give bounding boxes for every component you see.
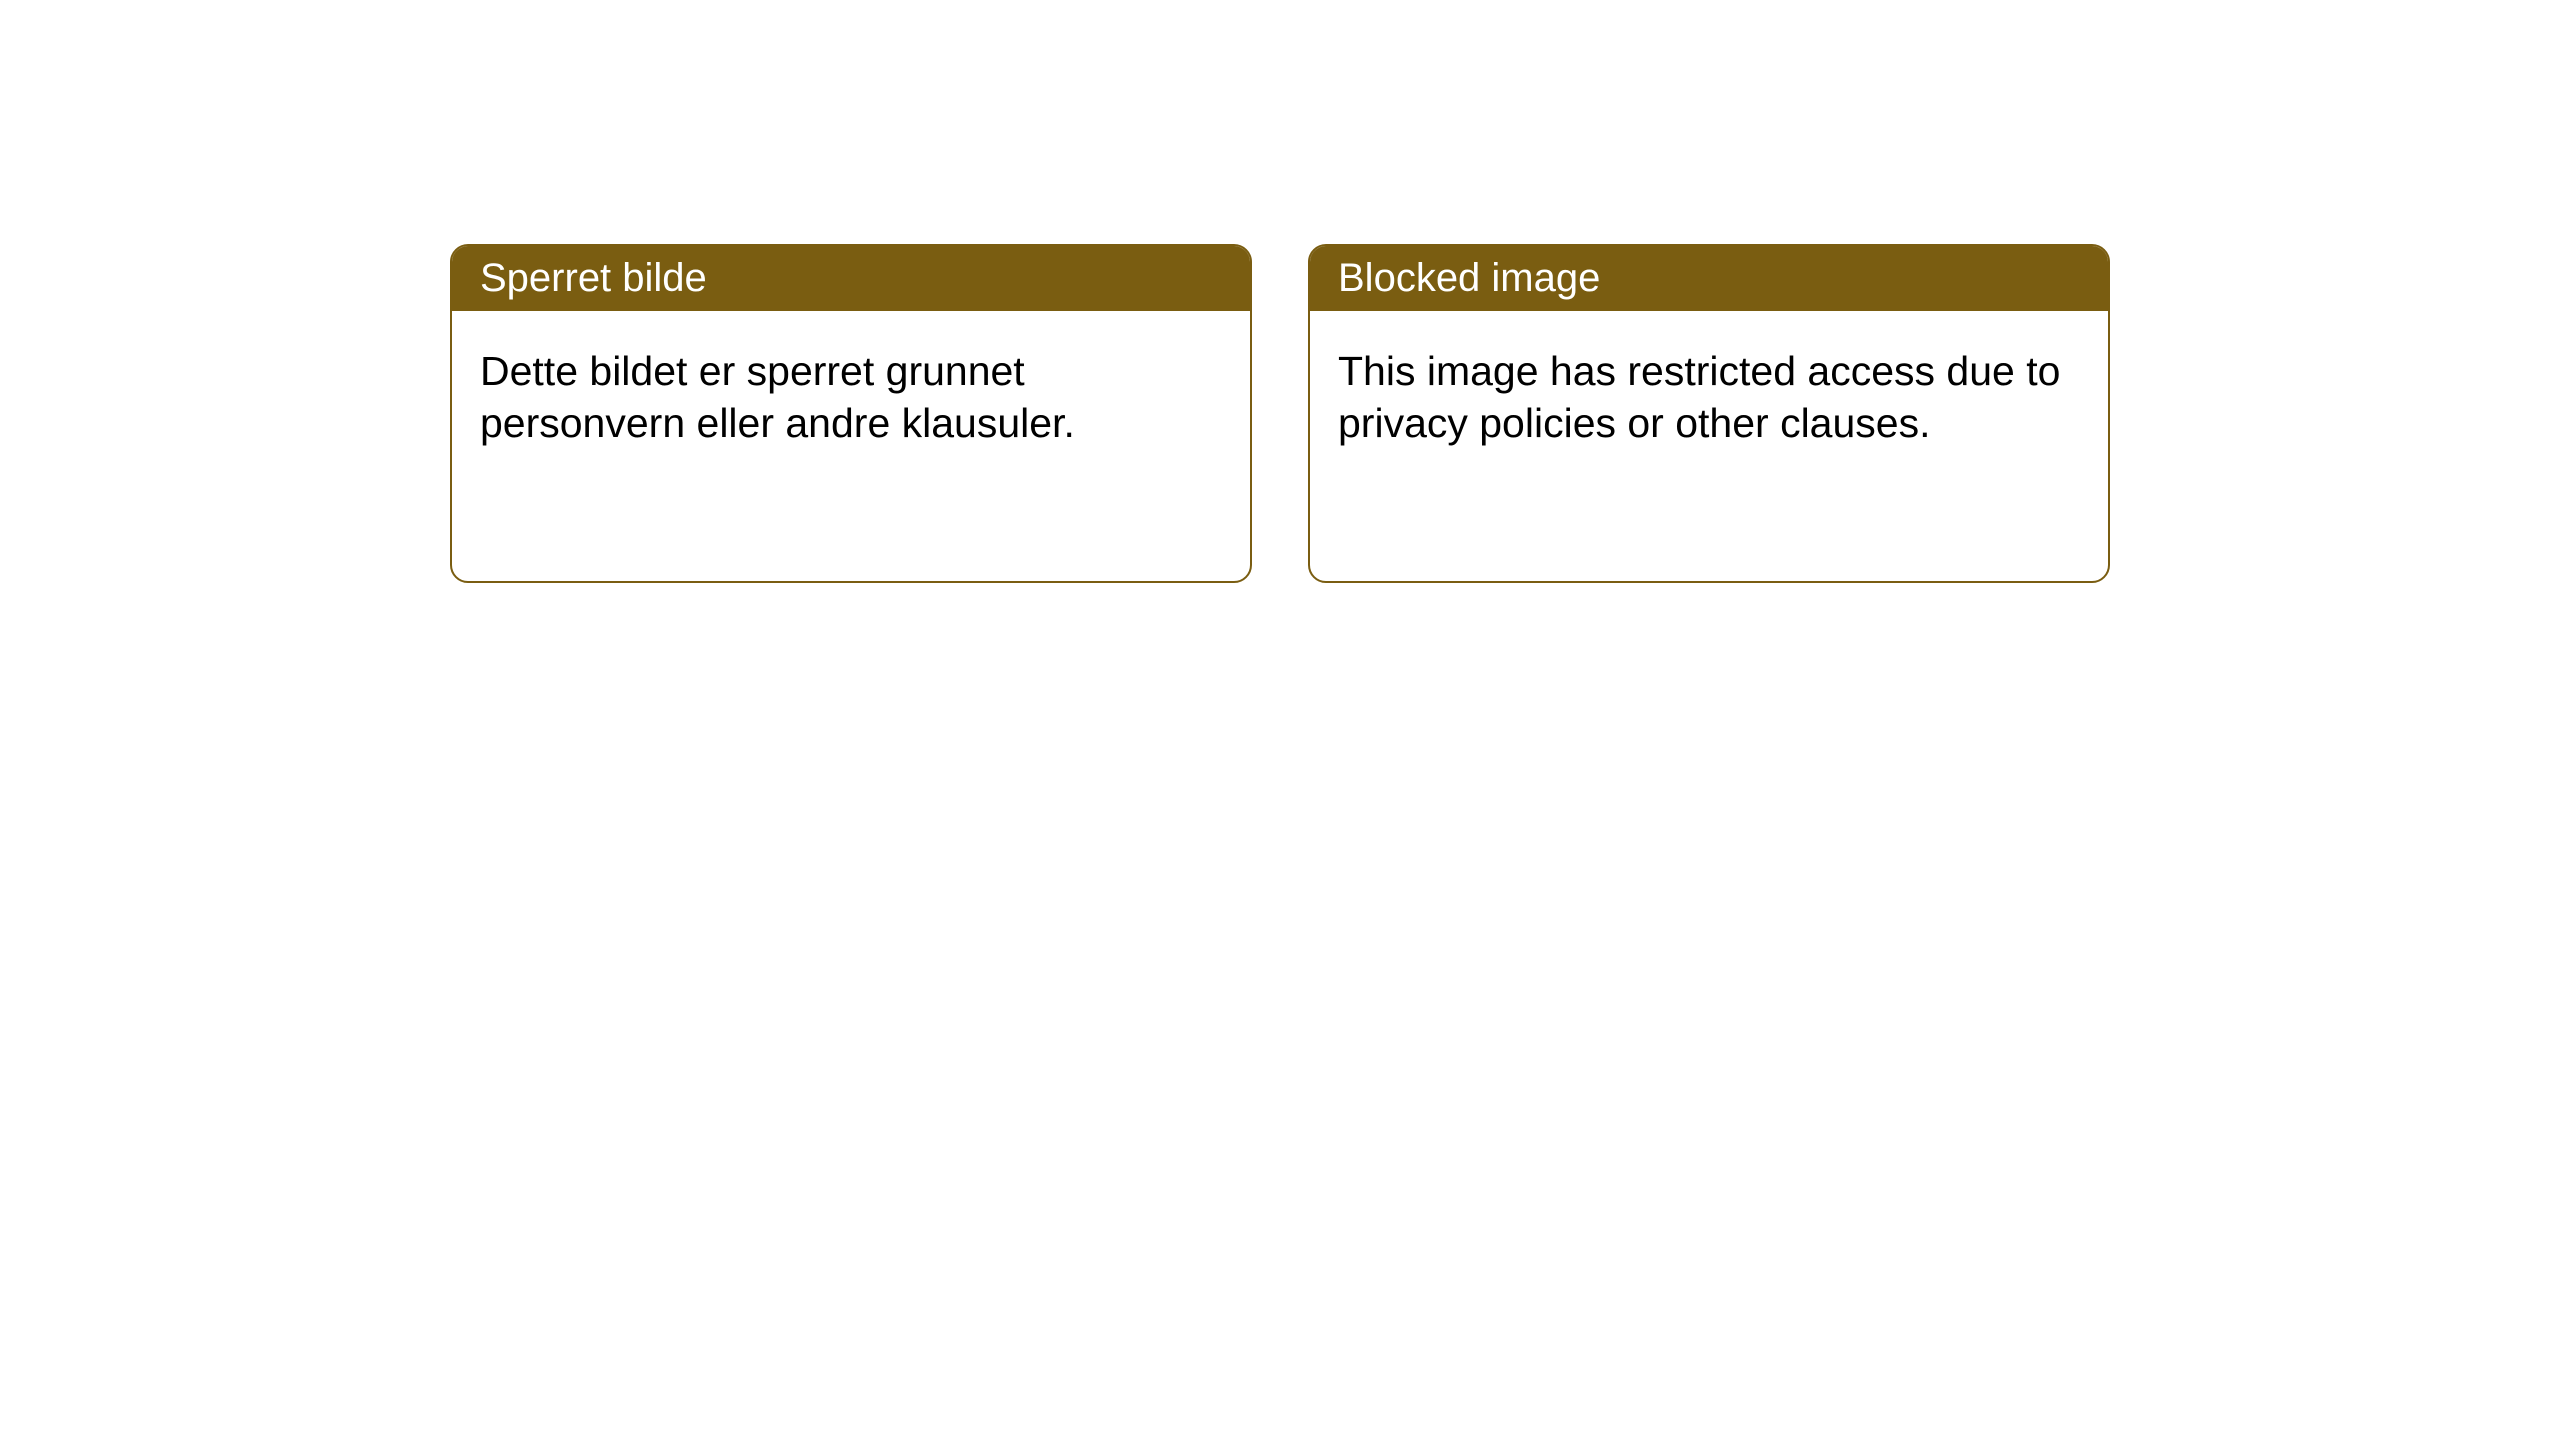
notice-cards-container: Sperret bilde Dette bildet er sperret gr…: [0, 0, 2560, 827]
card-title: Sperret bilde: [480, 256, 707, 300]
card-body: Dette bildet er sperret grunnet personve…: [452, 311, 1250, 581]
card-body: This image has restricted access due to …: [1310, 311, 2108, 581]
card-header: Blocked image: [1310, 246, 2108, 311]
notice-card-norwegian: Sperret bilde Dette bildet er sperret gr…: [450, 244, 1252, 583]
card-title: Blocked image: [1338, 256, 1600, 300]
card-body-text: This image has restricted access due to …: [1338, 348, 2060, 446]
card-header: Sperret bilde: [452, 246, 1250, 311]
card-body-text: Dette bildet er sperret grunnet personve…: [480, 348, 1075, 446]
notice-card-english: Blocked image This image has restricted …: [1308, 244, 2110, 583]
